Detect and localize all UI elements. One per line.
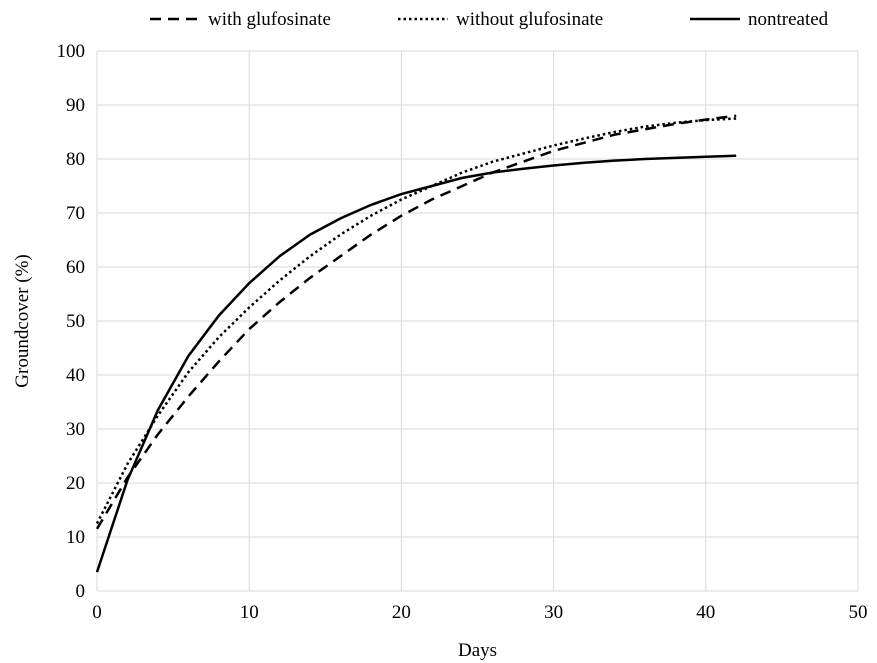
x-tick-label: 50 [849,602,868,623]
axes: 0 10 20 30 40 50 60 70 80 90 100 0 10 20 30 40 50 [57,41,868,623]
y-tick-label: 10 [66,527,85,548]
series-line-without-glufosinate [95,117,737,525]
y-tick-label: 30 [66,419,85,440]
legend-label: nontreated [748,9,829,30]
plot-area [95,114,737,573]
y-axis-title: Groundcover (%) [12,254,33,387]
legend-label: with glufosinate [208,9,331,30]
y-tick-label: 80 [66,149,85,170]
y-tick-label: 20 [66,473,85,494]
x-tick-label: 20 [392,602,411,623]
series-line-nontreated [95,154,737,573]
x-tick-label: 0 [92,602,102,623]
x-tick-label: 30 [544,602,563,623]
x-tick-label: 10 [240,602,259,623]
y-tick-label: 50 [66,311,85,332]
legend: with glufosinate without glufosinate nontr… [150,9,829,30]
x-tick-label: 40 [696,602,715,623]
y-tick-label: 40 [66,365,85,386]
series-line-with-glufosinate [95,114,737,530]
gridlines [96,50,859,592]
y-tick-label: 0 [76,581,86,602]
x-axis-title: Days [458,640,497,661]
y-tick-label: 90 [66,95,85,116]
y-tick-label: 60 [66,257,85,278]
legend-label: without glufosinate [456,9,603,30]
y-tick-label: 70 [66,203,85,224]
y-tick-label: 100 [57,41,86,62]
